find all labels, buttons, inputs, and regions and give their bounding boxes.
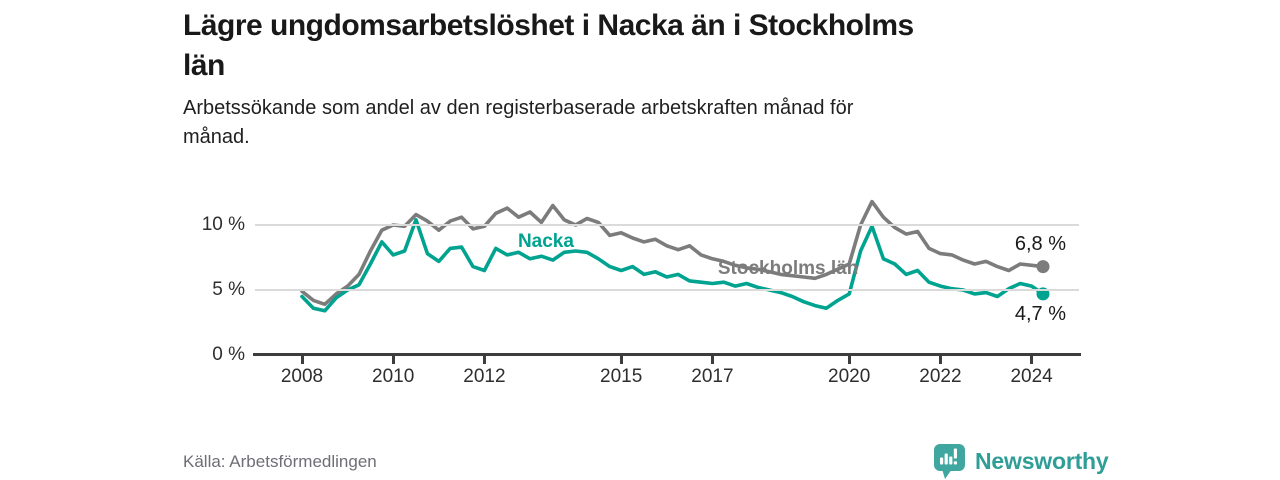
x-tick-mark	[619, 356, 623, 364]
x-tick-label: 2015	[600, 366, 643, 387]
series-name-label: Nacka	[517, 230, 574, 252]
series-name-label: Stockholms län	[717, 258, 859, 280]
y-tick-label: 0 %	[212, 344, 245, 365]
plot-area: 0 % 5 % 10 % 2008 2010 2012 2015 2017 2020 2022 20…	[202, 188, 1081, 387]
y-tick-label: 10 %	[201, 214, 245, 235]
x-tick-label: 2024	[1010, 366, 1053, 387]
x-tick-mark	[300, 356, 304, 364]
x-axis-line	[253, 353, 1081, 356]
x-tick-label: 2020	[828, 366, 871, 387]
series-line-stockholms-län	[300, 199, 1045, 307]
series-end-dot	[1036, 260, 1050, 274]
newsworthy-wordmark: Newsworthy	[975, 448, 1109, 474]
series-end-value: 4,7 %	[1014, 302, 1067, 325]
gridline	[255, 224, 1079, 226]
chart-subtitle-line1: Arbetssökande som andel av den registerb…	[183, 97, 854, 119]
line-chart-svg	[300, 199, 1050, 313]
x-tick-label: 2010	[372, 366, 415, 387]
chart-title: Lägre ungdomsarbetslöshet i Nacka än i S…	[183, 6, 1203, 86]
y-tick-label: 5 %	[212, 279, 245, 300]
x-tick-mark	[710, 356, 714, 364]
x-tick-mark	[938, 356, 942, 364]
x-tick-label: 2012	[463, 366, 506, 387]
x-tick-mark	[482, 356, 486, 364]
newsworthy-logo: Newsworthy	[933, 443, 1109, 480]
source-note: Källa: Arbetsförmedlingen	[183, 452, 377, 471]
gridline	[255, 289, 1079, 291]
newsworthy-logo-icon	[934, 444, 965, 479]
x-tick-label: 2008	[280, 366, 324, 387]
chart-title-line1: Lägre ungdomsarbetslöshet i Nacka än i S…	[183, 9, 914, 42]
x-tick-label: 2022	[919, 366, 962, 387]
series-line-nacka	[300, 217, 1045, 313]
chart-subtitle-line2: månad.	[183, 126, 250, 148]
x-tick-mark	[847, 356, 851, 364]
chart-title-line2: län	[183, 49, 225, 82]
series-end-value: 6,8 %	[1014, 232, 1067, 255]
x-tick-label: 2017	[691, 366, 734, 387]
chart-subtitle: Arbetssökande som andel av den registerb…	[183, 94, 1083, 152]
x-tick-mark	[1030, 356, 1034, 364]
x-tick-mark	[391, 356, 395, 364]
